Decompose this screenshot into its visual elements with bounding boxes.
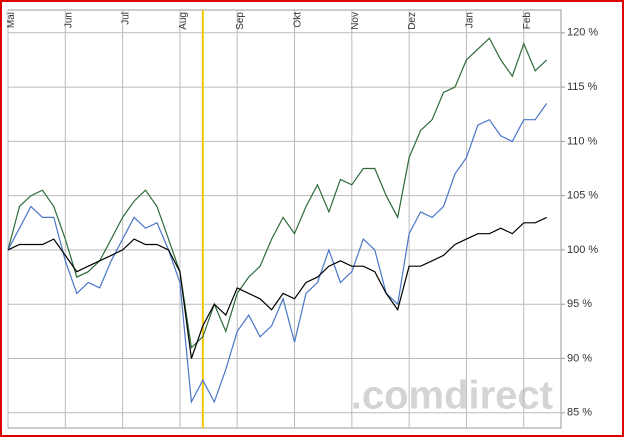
y-tick-label: 85 % — [567, 407, 592, 419]
x-tick-label: Okt — [293, 12, 304, 28]
series-line — [7, 216, 547, 359]
y-tick-label: 95 % — [567, 298, 592, 310]
y-tick-label: 100 % — [567, 244, 598, 256]
y-tick-label: 110 % — [567, 135, 598, 147]
y-tick-label: 120 % — [567, 27, 598, 39]
x-tick-label: Jan — [464, 12, 475, 28]
x-tick-label: Mai — [6, 12, 17, 28]
series-line — [7, 37, 548, 349]
series-line — [7, 103, 548, 404]
x-tick-label: Jul — [121, 12, 132, 25]
x-tick-label: Feb — [522, 12, 533, 30]
x-tick-label: Nov — [350, 12, 361, 30]
y-tick-label: 115 % — [567, 81, 598, 93]
x-tick-label: Jun — [63, 12, 74, 28]
x-tick-label: Sep — [235, 12, 246, 30]
x-tick-label: Dez — [407, 12, 418, 30]
y-tick-label: 105 % — [567, 190, 598, 202]
watermark: .comdirect — [351, 374, 553, 418]
x-tick-label: Aug — [178, 12, 189, 30]
y-tick-label: 90 % — [567, 352, 592, 364]
